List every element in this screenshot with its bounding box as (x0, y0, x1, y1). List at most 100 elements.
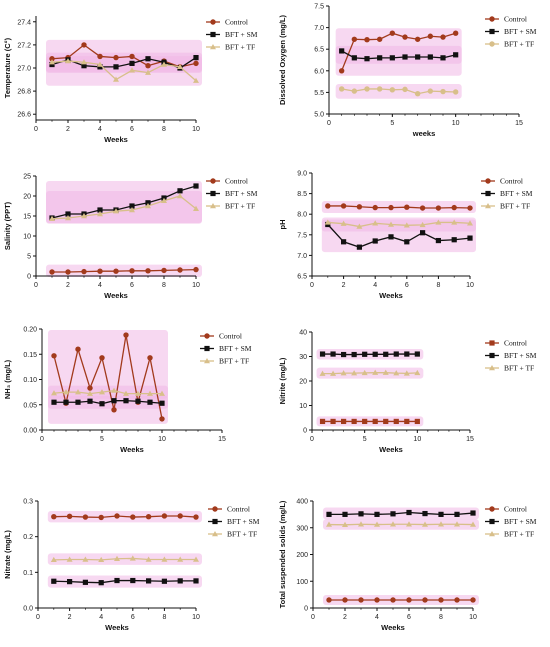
legend-label: BFT + TF (227, 530, 257, 539)
series-highlight-band (48, 330, 168, 424)
legend-label: BFT + TF (219, 357, 249, 366)
legend-label: Control (500, 177, 523, 186)
data-point (452, 237, 457, 242)
x-tick-label: 8 (436, 282, 440, 289)
data-point (146, 514, 151, 519)
data-point (415, 37, 420, 42)
y-tick-label: 27.0 (17, 66, 31, 73)
legend-label: Control (504, 339, 527, 348)
legend-label: BFT + TF (504, 364, 534, 373)
data-point (145, 63, 150, 68)
data-point (129, 61, 134, 66)
data-point (111, 407, 116, 412)
data-point (193, 61, 198, 66)
legend-marker (212, 519, 217, 524)
legend-marker (489, 29, 494, 34)
data-point (193, 578, 198, 583)
data-point (374, 597, 379, 602)
data-point (178, 578, 183, 583)
data-point (454, 597, 459, 602)
legend-marker (204, 346, 209, 351)
data-point (99, 401, 104, 406)
data-point (364, 56, 369, 61)
data-point (357, 245, 362, 250)
legend-marker (212, 506, 217, 511)
y-tick-label: 0 (303, 428, 307, 435)
data-point (161, 268, 166, 273)
data-point (453, 89, 458, 94)
x-tick-label: 4 (99, 614, 103, 621)
x-axis-title: Weeks (104, 135, 128, 144)
data-point (330, 351, 335, 356)
legend-label: Control (225, 18, 248, 27)
legend-label: BFT + TF (504, 530, 534, 539)
data-point (394, 351, 399, 356)
legend-marker (489, 519, 494, 524)
x-tick-label: 10 (158, 436, 166, 443)
legend-label: BFT + SM (227, 517, 260, 526)
legend-marker (210, 178, 215, 183)
y-tick-label: 7.5 (297, 232, 307, 239)
y-tick-label: 20 (23, 194, 31, 201)
y-tick-label: 0.05 (23, 402, 37, 409)
y-tick-label: 6.5 (314, 47, 324, 54)
data-point (330, 419, 335, 424)
data-point (373, 238, 378, 243)
data-point (193, 267, 198, 272)
y-axis-title: Salinity (PPT) (3, 201, 12, 250)
data-point (377, 55, 382, 60)
data-point (51, 579, 56, 584)
legend-marker (489, 16, 494, 21)
x-tick-label: 0 (311, 614, 315, 621)
legend-label: BFT + TF (504, 40, 534, 49)
data-point (129, 268, 134, 273)
x-tick-label: 10 (192, 126, 200, 133)
data-point (326, 512, 331, 517)
legend-marker (210, 19, 215, 24)
data-point (352, 88, 357, 93)
data-point (452, 205, 457, 210)
data-point (373, 352, 378, 357)
data-point (81, 42, 86, 47)
legend-label: Control (219, 332, 242, 341)
data-point (402, 34, 407, 39)
data-point (111, 398, 116, 403)
data-point (402, 87, 407, 92)
legend-label: BFT + SM (500, 189, 533, 198)
data-point (83, 514, 88, 519)
legend-label: Control (504, 505, 527, 514)
y-tick-label: 5.0 (314, 112, 324, 119)
x-axis-title: Weeks (379, 291, 403, 300)
legend-marker (210, 32, 215, 37)
legend-label: BFT + TF (225, 43, 255, 52)
data-point (388, 205, 393, 210)
data-point (453, 52, 458, 57)
data-point (320, 351, 325, 356)
data-point (394, 419, 399, 424)
legend-marker (204, 333, 209, 338)
data-point (467, 235, 472, 240)
data-point (51, 353, 56, 358)
data-point (390, 511, 395, 516)
data-point (357, 204, 362, 209)
data-point (362, 352, 367, 357)
x-axis-title: Weeks (379, 445, 403, 454)
data-point (135, 399, 140, 404)
y-tick-label: 5 (27, 254, 31, 261)
y-tick-label: 40 (299, 330, 307, 337)
data-point (406, 597, 411, 602)
y-tick-label: 0.15 (23, 352, 37, 359)
data-point (123, 398, 128, 403)
legend-label: BFT + SM (504, 351, 537, 360)
x-tick-label: 0 (34, 282, 38, 289)
data-point (159, 401, 164, 406)
data-point (390, 31, 395, 36)
data-point (390, 87, 395, 92)
legend-label: BFT + TF (225, 202, 255, 211)
data-point (352, 419, 357, 424)
x-axis-title: Weeks (105, 623, 129, 632)
data-point (406, 510, 411, 515)
